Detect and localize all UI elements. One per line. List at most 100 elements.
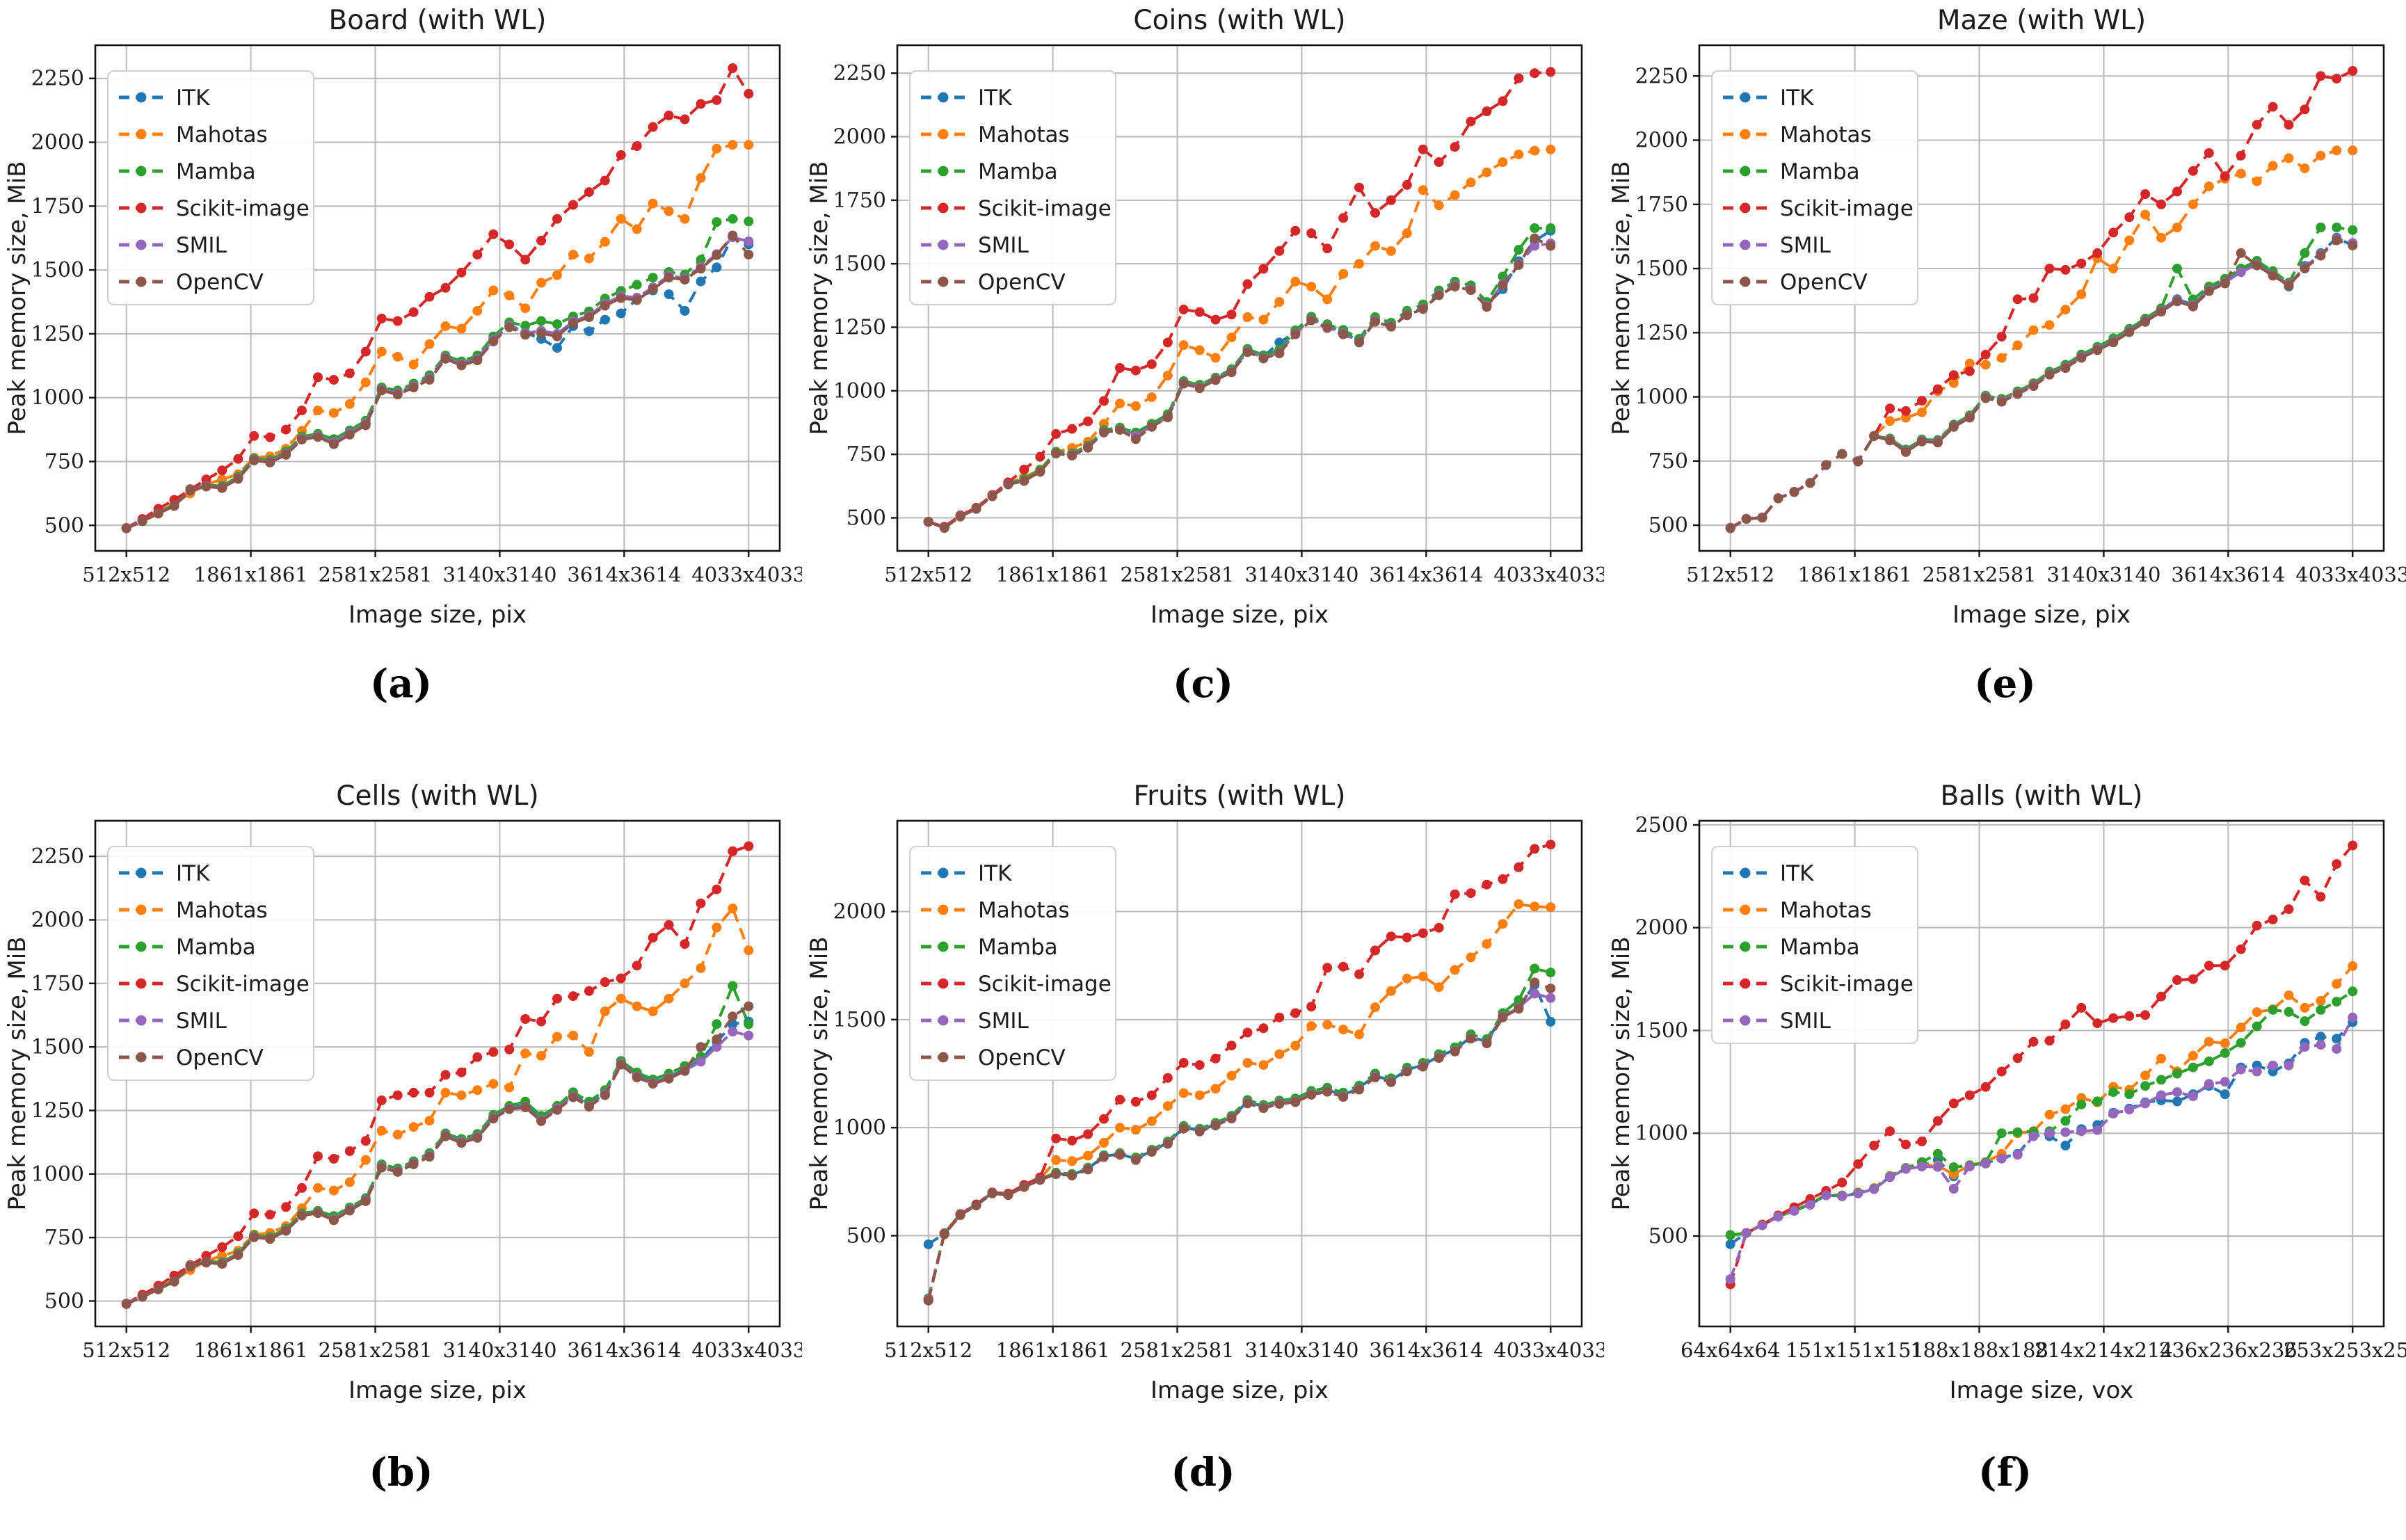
data-point [2092,1018,2103,1029]
data-point [2332,1044,2342,1054]
data-point [249,431,259,441]
data-point [504,1104,515,1114]
data-point [424,1152,435,1162]
data-point [1210,1053,1221,1064]
data-point [344,429,355,440]
y-tick-label: 2250 [833,61,886,86]
data-point [2236,1022,2246,1033]
data-point [1146,359,1157,369]
data-point [2332,74,2342,83]
data-point [1482,879,1492,890]
data-point [344,399,355,409]
data-point [1530,901,1540,912]
series-line-OpenCV [125,1005,750,1306]
data-point [1917,436,1927,447]
data-point [2220,171,2230,182]
data-point [424,339,435,349]
legend-label-Scikit-image: Scikit-image [978,972,1112,997]
data-point [1482,939,1492,949]
data-point [281,1202,291,1212]
y-tick-label: 750 [45,1226,84,1250]
data-point [217,1259,227,1269]
data-point [648,273,658,283]
data-point [712,250,722,260]
data-point [233,1231,243,1242]
data-point [2060,1019,2071,1029]
data-point [1948,1169,1959,1180]
data-point [1083,1129,1093,1139]
data-point [1162,1139,1173,1149]
data-point [2316,1004,2326,1015]
data-point [488,285,499,296]
data-point [568,250,578,260]
data-point [1450,889,1460,899]
data-point [217,1242,227,1252]
legend-label-Mahotas: Mahotas [1780,122,1872,147]
y-tick-label: 2000 [833,125,886,150]
data-point [328,1215,339,1226]
chart-title: Coins (with WL) [1133,5,1345,36]
y-tick-label: 2000 [833,899,886,924]
data-point [1146,1147,1157,1157]
data-point [281,424,291,435]
x-axis-label: Image size, pix [1952,601,2131,629]
data-point [2044,320,2055,330]
data-point [1741,1228,1751,1238]
data-point [1725,1274,1735,1284]
data-point [392,316,403,326]
data-point [1003,479,1013,490]
data-point [2236,944,2246,954]
data-point [1322,243,1333,254]
data-point [2284,1006,2294,1017]
data-point [1210,375,1221,385]
chart-panel-coins: 500 750 1000 1250 1500 1750 2000 2250 512x512 186… [802,0,1604,629]
data-point [169,501,179,511]
data-point [2108,1013,2119,1023]
y-tick-label: 1500 [31,258,84,282]
data-point [616,150,626,160]
data-point [552,1032,562,1042]
data-point [1051,428,1061,439]
data-point [1306,1021,1317,1032]
data-point [472,1132,483,1143]
data-point [1837,1178,1847,1188]
y-tick-label: 500 [45,513,84,538]
data-point [2076,1002,2087,1013]
data-point [1035,451,1045,462]
data-point [2332,235,2342,246]
data-point [456,1067,467,1077]
data-point [1354,1084,1364,1095]
data-point [600,977,610,987]
data-point [504,290,515,300]
data-point [600,175,610,186]
data-point [1003,1190,1013,1201]
data-point [1083,416,1093,426]
y-tick-label: 1250 [833,316,886,340]
data-point [632,224,642,234]
data-point [1210,353,1221,363]
legend-label-Mahotas: Mahotas [176,898,268,923]
data-point [728,230,738,241]
data-point [2060,363,2071,374]
data-point [472,1085,483,1096]
data-point [1306,282,1317,292]
data-point [632,280,642,290]
legend-label-Scikit-image: Scikit-image [176,196,310,221]
data-point [1290,1041,1301,1051]
x-tick-label: 3614x3614 [2171,563,2285,586]
data-point [265,1234,275,1244]
data-point [121,523,131,534]
data-point [1258,1060,1269,1070]
x-tick-label: 188x188x188 [1910,1338,2048,1362]
data-point [584,1102,594,1112]
data-point [2284,153,2294,163]
data-point [1530,977,1540,988]
plot-frame [1698,819,2385,1328]
data-point [2012,1053,2023,1064]
y-tick-label: 1000 [833,1116,886,1140]
data-point [1194,1126,1205,1137]
data-point [2076,1126,2087,1137]
data-point [472,1052,483,1062]
data-point [1386,246,1396,256]
x-tick-label: 4033x4033 [2295,563,2406,586]
